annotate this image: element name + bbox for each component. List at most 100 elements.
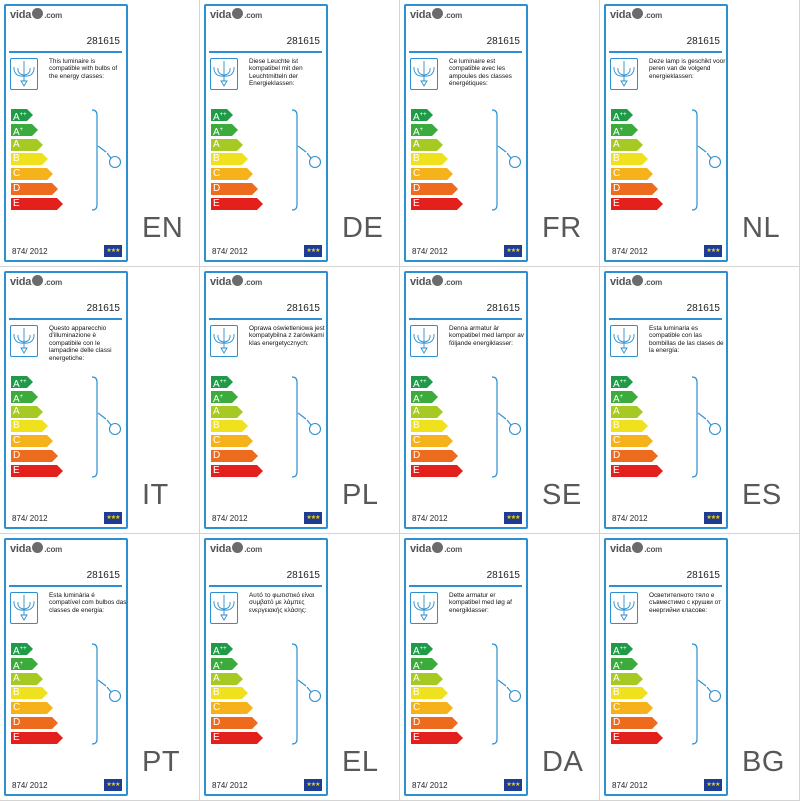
energy-class-bar bbox=[211, 138, 243, 151]
logo-mark-icon bbox=[32, 275, 44, 286]
brand-logo: vida .com bbox=[410, 8, 463, 21]
compatibility-text: Ce luminaire est compatible avec les amp… bbox=[449, 58, 512, 88]
compatibility-text: Esta luminária é compatível com bulbos d… bbox=[49, 592, 127, 614]
energy-class-label: C bbox=[413, 702, 421, 714]
divider bbox=[9, 51, 122, 53]
energy-class-bar bbox=[611, 702, 653, 715]
energy-class-bar bbox=[211, 109, 233, 121]
energy-class-bar bbox=[611, 138, 643, 151]
energy-class-label: C bbox=[213, 168, 221, 180]
energy-class-bar bbox=[611, 168, 653, 181]
energy-class-label: A+ bbox=[413, 393, 424, 405]
energy-label-card: vida .com 281615 Dette armatur er kompati… bbox=[404, 538, 528, 796]
energy-class-bar bbox=[11, 376, 33, 388]
energy-class-bar bbox=[411, 643, 433, 655]
energy-class-bar bbox=[411, 657, 438, 670]
language-code: DA bbox=[542, 746, 584, 778]
energy-class-bar bbox=[411, 123, 438, 136]
logo-mark-icon bbox=[432, 8, 444, 19]
chandelier-icon bbox=[210, 58, 238, 90]
language-code: EN bbox=[142, 212, 184, 244]
language-code: ES bbox=[742, 479, 782, 511]
energy-label-card: vida .com 281615 Denna armatur är kompati… bbox=[404, 271, 528, 529]
energy-class-bar bbox=[211, 168, 253, 181]
energy-class-label: A bbox=[213, 138, 220, 150]
energy-class-bar bbox=[611, 731, 663, 744]
energy-class-label: D bbox=[213, 716, 221, 728]
energy-class-bar bbox=[611, 109, 633, 121]
energy-class-bar bbox=[411, 168, 453, 181]
energy-class-label: C bbox=[213, 435, 221, 447]
energy-class-bar bbox=[611, 449, 658, 462]
regulation-number: 874/ 2012 bbox=[612, 781, 648, 790]
model-number: 281615 bbox=[686, 36, 720, 47]
energy-label-card: vida .com 281615 Oprawa oświetleniowa jes… bbox=[204, 271, 328, 529]
energy-class-label: E bbox=[613, 197, 620, 209]
model-number: 281615 bbox=[86, 303, 120, 314]
energy-class-bar bbox=[211, 657, 238, 670]
energy-label-card: vida .com 281615 Diese Leuchte ist kompat… bbox=[204, 4, 328, 262]
energy-class-label: A bbox=[13, 138, 20, 150]
energy-class-label: E bbox=[213, 731, 220, 743]
energy-class-bar bbox=[411, 182, 458, 195]
compatibility-text: Deze lamp is geschikt voor peren van de … bbox=[649, 58, 726, 80]
bulb-icon bbox=[697, 145, 722, 169]
divider bbox=[209, 318, 322, 320]
energy-class-label: C bbox=[613, 702, 621, 714]
energy-class-bar bbox=[211, 182, 258, 195]
energy-class-label: A+ bbox=[613, 126, 624, 138]
label-cell-de: vida .com 281615 Diese Leuchte ist kompat… bbox=[200, 0, 400, 267]
eu-flag-icon: ★★★ bbox=[504, 779, 522, 791]
divider bbox=[409, 318, 522, 320]
energy-class-bar bbox=[611, 182, 658, 195]
energy-class-bar bbox=[411, 464, 463, 477]
energy-class-bar bbox=[11, 123, 38, 136]
energy-class-bar bbox=[411, 405, 443, 418]
energy-class-label: B bbox=[13, 420, 20, 432]
bracket-icon bbox=[491, 643, 498, 745]
brand-logo: vida .com bbox=[210, 542, 263, 555]
energy-class-label: A++ bbox=[413, 112, 427, 123]
label-cell-el: vida .com 281615 Αυτό το φωτιστικό είναι … bbox=[200, 534, 400, 801]
model-number: 281615 bbox=[686, 303, 720, 314]
energy-class-label: A++ bbox=[13, 379, 27, 390]
compatibility-text: Denna armatur är kompatibel med lampor a… bbox=[449, 325, 524, 347]
label-cell-nl: vida .com 281615 Deze lamp is geschikt vo… bbox=[600, 0, 800, 267]
energy-class-label: A+ bbox=[213, 660, 224, 672]
energy-class-bar bbox=[611, 672, 643, 685]
bracket-icon bbox=[491, 109, 498, 211]
energy-class-label: B bbox=[13, 153, 20, 165]
energy-label-card: vida .com 281615 Deze lamp is geschikt vo… bbox=[604, 4, 728, 262]
label-cell-it: vida .com 281615 Questo apparecchio d'ill… bbox=[0, 267, 200, 534]
energy-class-bar bbox=[411, 420, 448, 433]
compatibility-text: Αυτό το φωτιστικό είναι συμβατό με λάμπε… bbox=[249, 592, 315, 614]
energy-class-bar bbox=[411, 138, 443, 151]
bulb-icon bbox=[97, 679, 122, 703]
energy-class-label: E bbox=[413, 197, 420, 209]
energy-label-card: vida .com 281615 Esta luminária é compatí… bbox=[4, 538, 128, 796]
logo-mark-icon bbox=[232, 542, 244, 553]
label-cell-da: vida .com 281615 Dette armatur er kompati… bbox=[400, 534, 600, 801]
energy-class-label: A+ bbox=[213, 393, 224, 405]
energy-class-bar bbox=[11, 109, 33, 121]
energy-class-bar bbox=[611, 657, 638, 670]
energy-class-bar bbox=[211, 197, 263, 210]
bulb-icon bbox=[497, 412, 522, 436]
language-code: NL bbox=[742, 212, 781, 244]
brand-logo: vida .com bbox=[10, 542, 63, 555]
logo-mark-icon bbox=[32, 542, 44, 553]
energy-class-label: D bbox=[413, 716, 421, 728]
energy-class-bar bbox=[11, 138, 43, 151]
energy-class-bar bbox=[411, 716, 458, 729]
energy-class-label: B bbox=[413, 153, 420, 165]
energy-class-bar bbox=[611, 123, 638, 136]
eu-flag-icon: ★★★ bbox=[704, 512, 722, 524]
energy-class-label: A bbox=[413, 672, 420, 684]
bulb-icon bbox=[497, 145, 522, 169]
eu-flag-icon: ★★★ bbox=[504, 512, 522, 524]
energy-class-bar bbox=[411, 376, 433, 388]
energy-class-label: C bbox=[213, 702, 221, 714]
bracket-icon bbox=[91, 643, 98, 745]
energy-class-bar bbox=[211, 376, 233, 388]
energy-class-label: A bbox=[213, 672, 220, 684]
